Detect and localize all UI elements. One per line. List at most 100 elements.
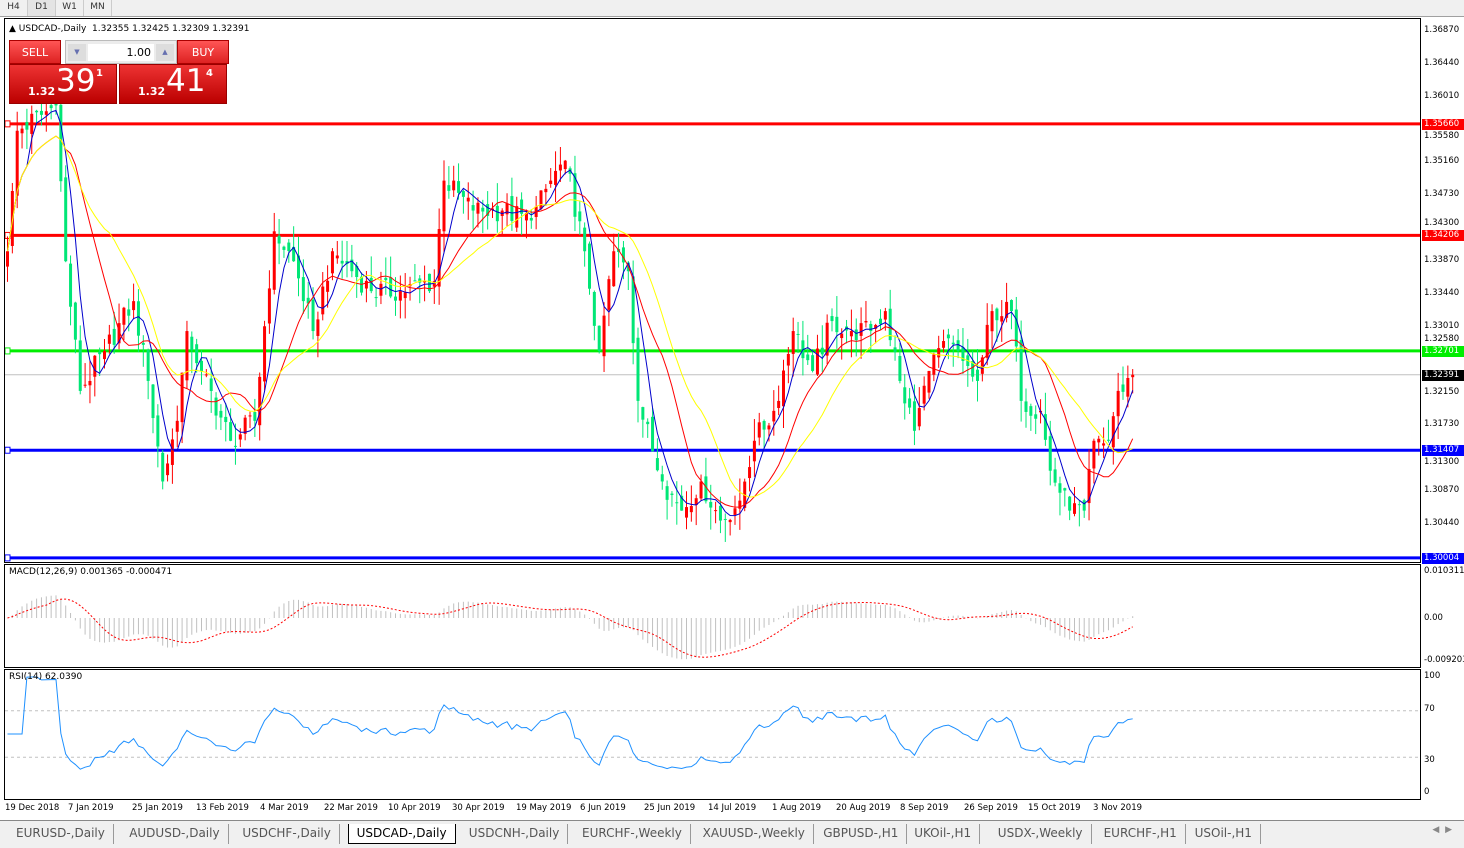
candle-body [190,336,194,351]
timeframe-mn[interactable]: MN [84,0,112,16]
chart-tab[interactable]: USDCAD-,Daily [347,824,456,844]
candle-body [937,348,941,358]
chart-tab[interactable]: XAUUSD-,Weekly [695,824,814,844]
candle-body [563,160,567,170]
candle-body [922,385,926,404]
price-axis[interactable]: 1.35660 1.34206 1.32701 1.31407 1.30004 1.323… [1421,18,1464,800]
candle-body [466,197,470,202]
candle-body [864,321,868,323]
candle-body [243,417,247,434]
candle-body [704,476,708,502]
price-tick-label: 1.31730 [1424,419,1460,430]
candle-body [689,506,693,513]
chart-tab[interactable]: USDCHF-,Daily [234,824,340,844]
date-tick-label: 1 Aug 2019 [772,803,822,813]
macd-canvas [7,595,1134,660]
candle-body [180,372,184,423]
candle-body [39,110,43,115]
candle-body [136,301,140,336]
candle-body [437,229,441,287]
date-tick-label: 7 Jan 2019 [68,803,114,813]
candle-body [418,278,422,283]
level-handle [5,347,11,355]
price-tick-label: 1.34730 [1424,189,1460,200]
timeframe-w1[interactable]: W1 [56,0,84,16]
candle-body [277,235,281,244]
candle-body [583,227,587,252]
chart-tab[interactable]: UKOil-,H1 [906,824,981,844]
candle-body [830,316,834,322]
candle-body [457,181,461,193]
candle-body [369,277,373,292]
macd-panel[interactable]: MACD(12,26,9) 0.001365 -0.000471 [4,564,1421,668]
timeframe-toolbar: H4 D1 W1 MN [0,0,1464,17]
candle-body [912,401,916,431]
candle-body [394,296,397,301]
buy-price[interactable]: 1.32 41 4 [119,63,227,104]
candle-body [78,340,82,391]
candle-body [1029,406,1033,416]
rsi-canvas [5,676,1420,770]
candle-body [612,251,616,287]
candle-body [956,340,960,351]
date-tick-label: 4 Mar 2019 [260,803,309,813]
candle-body [718,505,722,521]
candle-body [297,255,300,279]
candle-body [515,206,519,228]
price-chart[interactable]: ▲ USDCAD-,Daily 1.32355 1.32425 1.32309 … [4,18,1421,563]
candle-body [1082,500,1086,511]
candle-body [685,507,688,518]
rsi-line [7,676,1133,770]
candle-body [200,360,203,371]
sell-button[interactable]: SELL [9,40,61,64]
candle-body [578,211,582,222]
candle-body [122,307,126,325]
date-axis[interactable]: 19 Dec 2018 7 Jan 2019 25 Jan 2019 13 Feb 2… [4,800,1421,818]
candle-body [132,301,136,311]
candle-body [350,259,354,272]
chart-tab[interactable]: EURCHF-,H1 [1096,824,1186,844]
chart-tab[interactable]: EURCHF-,Weekly [574,824,691,844]
timeframe-h4[interactable]: H4 [0,0,28,16]
candle-body [427,273,431,292]
candle-body [1111,416,1115,448]
buy-button[interactable]: BUY [177,40,229,64]
rsi-axis-label: 30 [1424,755,1435,765]
candle-body [442,180,446,232]
candle-body [1000,316,1004,322]
candle-body [374,297,378,299]
symbol-label: USDCAD-,Daily [18,24,87,34]
chart-tab[interactable]: AUDUSD-,Daily [121,824,229,844]
candle-body [694,498,698,506]
candle-body [103,351,106,360]
rsi-panel[interactable]: RSI(14) 62.0390 [4,669,1421,800]
level-handle [5,120,11,128]
candle-body [728,519,732,523]
collapse-triangle-icon[interactable]: ▲ [9,24,16,34]
candle-body [646,421,650,425]
lot-size-input[interactable]: 1.00 [88,44,154,61]
lot-increase-icon[interactable]: ▲ [156,44,174,61]
candle-body [93,355,97,377]
candle-body [1073,503,1076,514]
candle-body [69,263,73,307]
chart-tab[interactable]: USOil-,H1 [1187,824,1261,844]
tab-scroll-arrows-icon[interactable]: ◀ ▶ [1432,825,1452,835]
chart-tab[interactable]: EURUSD-,Daily [8,824,114,844]
chart-tab[interactable]: USDX-,Weekly [990,824,1092,844]
candle-body [806,354,810,361]
candle-body [204,374,208,376]
sell-price[interactable]: 1.32 39 1 [9,63,117,104]
candle-body [316,319,320,336]
candle-body [6,251,9,267]
timeframe-d1[interactable]: D1 [28,0,56,16]
candle-body [849,331,853,337]
chart-tab[interactable]: GBPUSD-,H1 [815,824,908,844]
lot-decrease-icon[interactable]: ▼ [68,44,86,61]
candle-body [641,407,645,420]
candle-body [64,177,68,262]
candle-body [263,326,267,382]
candle-body [505,203,509,215]
candle-body [272,231,276,290]
chart-tab[interactable]: USDCNH-,Daily [461,824,569,844]
